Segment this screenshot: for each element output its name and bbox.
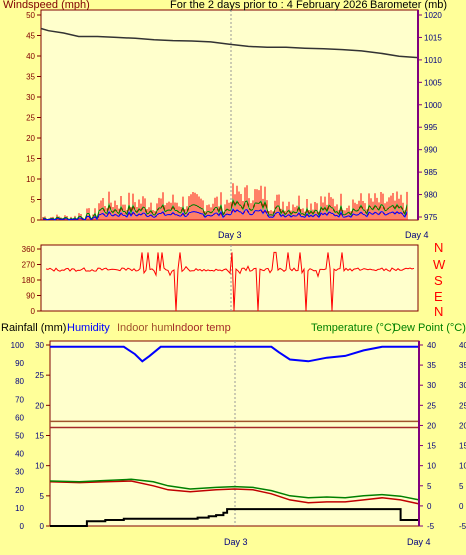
temp-tick-label-left: 30 xyxy=(427,381,436,390)
rain-tick-label: 25 xyxy=(35,371,44,380)
legend-temperature: Temperature (°C) xyxy=(311,322,395,334)
rain-tick-label: 30 xyxy=(35,341,44,350)
x-tick-day4-top: Day 4 xyxy=(405,230,429,240)
baro-tick-label: 995 xyxy=(424,123,438,132)
dewpoint-line xyxy=(49,478,420,501)
wind-gust-line xyxy=(42,197,408,221)
temp-tick-label-right: 10 xyxy=(459,462,466,471)
temp-tick-label-right: 35 xyxy=(459,361,466,370)
humidity-line xyxy=(50,345,419,363)
rainfall-line xyxy=(50,508,420,527)
wind-average-line xyxy=(42,207,408,221)
temp-tick-label-right: 5 xyxy=(459,482,464,491)
compass-s: S xyxy=(434,273,443,288)
compass-n-top: N xyxy=(434,240,443,255)
wind-tick-label: 35 xyxy=(26,73,35,82)
legend-dewpoint: Dew Point (°C) xyxy=(393,322,466,334)
temperature-line xyxy=(49,480,420,505)
hum-tick-label: 50 xyxy=(15,432,24,441)
baro-tick-label: 980 xyxy=(424,191,438,200)
period-label: For the 2 days prior to : 4 February 202… xyxy=(170,0,368,11)
wind-direction-line xyxy=(45,251,415,312)
temp-tick-label-left: -5 xyxy=(427,522,435,531)
hum-tick-label: 10 xyxy=(15,504,24,513)
dir-tick-label: 360 xyxy=(22,245,36,254)
legend-indoor-hum: Indoor hum xyxy=(117,322,173,334)
rain-tick-label: 20 xyxy=(35,401,44,410)
legend-rain: Rainfall (mm) xyxy=(1,322,66,334)
hum-tick-label: 90 xyxy=(15,359,24,368)
wind-tick-label: 0 xyxy=(31,216,36,225)
hum-tick-label: 0 xyxy=(20,522,25,531)
compass-w: W xyxy=(433,257,446,272)
temp-tick-label-right: 20 xyxy=(459,421,466,430)
wind-tick-label: 10 xyxy=(26,175,35,184)
wind-tick-label: 15 xyxy=(26,155,35,164)
hum-tick-label: 40 xyxy=(15,450,24,459)
dir-tick-label: 0 xyxy=(31,307,36,316)
x-tick-day4-bottom: Day 4 xyxy=(407,537,431,547)
barometer-line xyxy=(40,27,419,59)
temp-tick-label-left: 15 xyxy=(427,442,436,451)
temp-tick-label-left: 10 xyxy=(427,462,436,471)
hum-tick-label: 80 xyxy=(15,377,24,386)
wind-tick-label: 25 xyxy=(26,114,35,123)
hum-tick-label: 30 xyxy=(15,468,24,477)
baro-tick-label: 975 xyxy=(424,213,438,222)
temp-tick-label-left: 25 xyxy=(427,401,436,410)
compass-e: E xyxy=(434,289,443,304)
baro-tick-label: 990 xyxy=(424,146,438,155)
rain-tick-label: 10 xyxy=(35,462,44,471)
hum-tick-label: 20 xyxy=(15,486,24,495)
temp-tick-label-left: 5 xyxy=(427,482,432,491)
temp-tick-label-right: 15 xyxy=(459,442,466,451)
temp-tick-label-left: 40 xyxy=(427,341,436,350)
barometer-label: Barometer (mb) xyxy=(370,0,447,11)
hum-tick-label: 70 xyxy=(15,395,24,404)
wind-tick-label: 50 xyxy=(26,11,35,20)
hum-tick-label: 60 xyxy=(15,413,24,422)
x-tick-day3-bottom: Day 3 xyxy=(224,537,248,547)
dir-tick-label: 90 xyxy=(26,292,35,301)
direction-plot-area xyxy=(40,244,419,312)
legend-indoor-temp: Indoor temp xyxy=(172,322,231,334)
baro-tick-label: 1005 xyxy=(424,78,442,87)
dir-tick-label: 270 xyxy=(22,261,36,270)
wind-tick-label: 40 xyxy=(26,52,35,61)
rain-tick-label: 15 xyxy=(35,432,44,441)
temp-tick-label-right: 30 xyxy=(459,381,466,390)
windspeed-label: Windspeed (mph) xyxy=(3,0,90,11)
baro-tick-label: 985 xyxy=(424,168,438,177)
dir-tick-label: 180 xyxy=(22,276,36,285)
rain-tick-label: 0 xyxy=(40,522,45,531)
wind-tick-label: 5 xyxy=(31,196,36,205)
temp-tick-label-right: 0 xyxy=(459,502,464,511)
temp-tick-label-right: 25 xyxy=(459,401,466,410)
baro-tick-label: 1000 xyxy=(424,101,442,110)
wind-tick-label: 45 xyxy=(26,32,35,41)
hum-tick-label: 100 xyxy=(11,341,25,350)
wind-tick-label: 30 xyxy=(26,93,35,102)
temp-tick-label-left: 0 xyxy=(427,502,432,511)
legend-humidity: Humidity xyxy=(67,322,110,334)
temp-tick-label-left: 35 xyxy=(427,361,436,370)
baro-tick-label: 1020 xyxy=(424,11,442,20)
rain-tick-label: 5 xyxy=(40,492,45,501)
wind-plot-area xyxy=(40,9,419,221)
temp-tick-label-left: 20 xyxy=(427,421,436,430)
baro-tick-label: 1010 xyxy=(424,56,442,65)
wind-tick-label: 20 xyxy=(26,134,35,143)
compass-n-bottom: N xyxy=(434,304,443,319)
temp-tick-label-right: 40 xyxy=(459,341,466,350)
temp-tick-label-right: -5 xyxy=(459,522,466,531)
x-tick-day3-top: Day 3 xyxy=(218,230,242,240)
baro-tick-label: 1015 xyxy=(424,33,442,42)
